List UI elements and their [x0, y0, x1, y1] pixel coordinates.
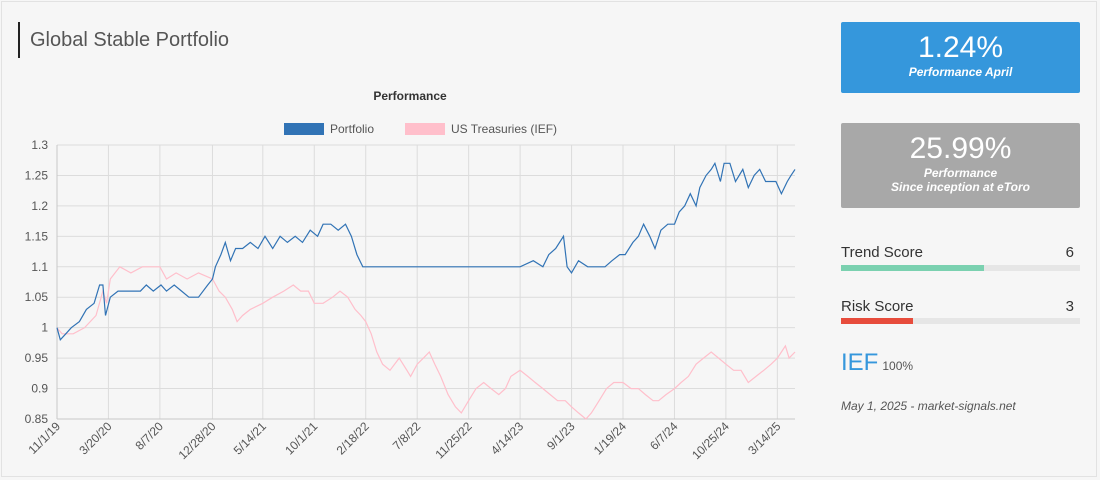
- y-tick-label: 1.15: [25, 229, 49, 243]
- x-tick-label: 3/14/25: [745, 419, 783, 457]
- y-tick-label: 0.95: [25, 351, 49, 365]
- x-tick-label: 3/20/20: [76, 419, 114, 457]
- april-performance-value: 1.24%: [917, 31, 1004, 64]
- x-tick-label: 6/7/24: [647, 419, 681, 453]
- holding-weight: 100%: [882, 359, 914, 373]
- performance-chart: Performance Portfolio US Treasuries (IEF) 0…: [25, 89, 796, 462]
- y-tick-label: 1.2: [31, 199, 48, 213]
- risk-score-label: Risk Score: [841, 298, 914, 315]
- x-tick-label: 4/14/23: [488, 419, 526, 457]
- x-tick-label: 1/19/24: [591, 419, 629, 457]
- x-tick-label: 5/14/21: [231, 419, 269, 457]
- holding-ticker: IEF 100%: [841, 349, 913, 377]
- inception-performance-tile: 25.99% Performance Since inception at eT…: [841, 123, 1080, 208]
- risk-score-bar: [841, 318, 1080, 324]
- trend-score-label: Trend Score: [841, 244, 923, 261]
- y-tick-label: 0.9: [31, 382, 48, 396]
- x-tick-label: 2/18/22: [334, 419, 372, 457]
- april-performance-tile: 1.24% Performance April: [841, 22, 1080, 93]
- holding-ticker-symbol: IEF: [841, 349, 879, 376]
- report-date: May 1, 2025 - market-signals.net: [841, 399, 1016, 413]
- inception-performance-label-1: Performance: [923, 166, 998, 180]
- y-tick-label: 1: [41, 321, 48, 335]
- x-tick-label: 10/1/21: [282, 419, 320, 457]
- trend-score-value: 6: [1065, 244, 1074, 261]
- y-tick-label: 0.85: [25, 412, 49, 426]
- risk-score-bar-fill: [841, 318, 913, 324]
- trend-score-bar-fill: [841, 265, 985, 271]
- x-tick-label: 10/25/24: [689, 419, 732, 462]
- y-tick-label: 1.25: [25, 168, 49, 182]
- page-title: Global Stable Portfolio: [18, 22, 229, 58]
- y-tick-label: 1.3: [31, 138, 48, 152]
- inception-performance-value: 25.99%: [909, 132, 1012, 165]
- legend-label-0: Portfolio: [330, 122, 374, 136]
- y-tick-label: 1.05: [25, 290, 49, 304]
- x-tick-label: 11/25/22: [432, 419, 475, 462]
- x-tick-label: 12/28/20: [176, 419, 219, 462]
- x-tick-label: 8/7/20: [133, 419, 167, 453]
- x-tick-label: 9/1/23: [544, 419, 578, 453]
- risk-score-value: 3: [1065, 298, 1074, 315]
- y-tick-label: 1.1: [31, 260, 48, 274]
- legend-swatch-1: [405, 123, 445, 135]
- series-line-1: [56, 266, 796, 420]
- legend-swatch-0: [284, 123, 324, 135]
- x-tick-label: 7/8/22: [390, 419, 424, 453]
- inception-performance-label-2: Since inception at eToro: [891, 180, 1030, 194]
- april-performance-label: Performance April: [908, 65, 1013, 79]
- legend-label-1: US Treasuries (IEF): [451, 122, 557, 136]
- series-line-0: [56, 161, 796, 342]
- trend-score-bar: [841, 265, 1080, 271]
- chart-title: Performance: [373, 89, 447, 103]
